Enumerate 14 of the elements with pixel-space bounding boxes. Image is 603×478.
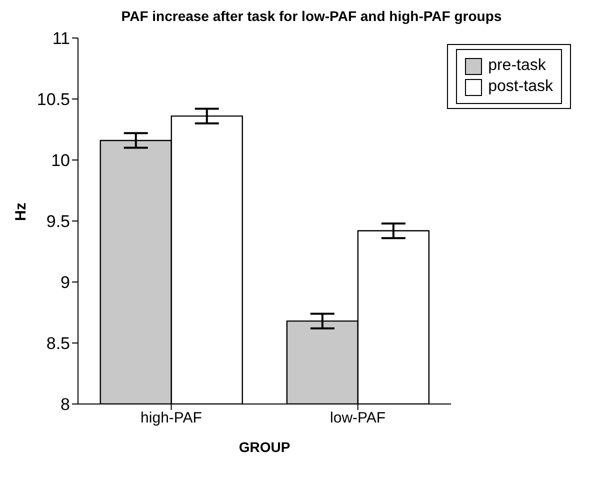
y-tick-label: 8 bbox=[60, 395, 70, 414]
y-tick-label: 8.5 bbox=[46, 334, 70, 354]
y-axis-title: Hz bbox=[12, 202, 30, 221]
legend-label: pre-task bbox=[487, 57, 547, 75]
y-tick-label: 9.5 bbox=[46, 212, 70, 232]
x-axis-title: GROUP bbox=[238, 439, 290, 455]
chart-title: PAF increase after task for low-PAF and high-PAF groups bbox=[120, 8, 503, 24]
legend-label: post-task bbox=[487, 78, 553, 96]
x-tick-label: high-PAF bbox=[140, 410, 202, 427]
x-tick-label: low-PAF bbox=[330, 410, 386, 427]
y-tick-label: 10 bbox=[51, 151, 70, 170]
y-tick-label: 9 bbox=[60, 273, 70, 292]
y-tick-label: 11 bbox=[52, 29, 70, 48]
y-tick-label: 10.5 bbox=[36, 90, 70, 110]
